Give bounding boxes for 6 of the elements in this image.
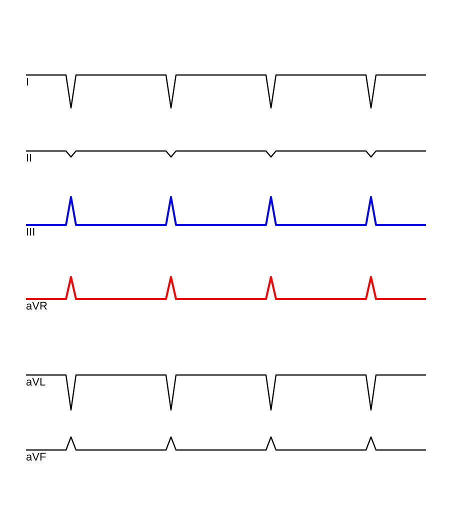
series-label: aVL xyxy=(26,376,46,389)
series-label: aVF xyxy=(26,452,46,464)
series-label: II xyxy=(26,152,32,165)
series-label: III xyxy=(26,226,36,239)
series-label: aVR xyxy=(26,300,48,313)
series-label: I xyxy=(26,76,30,89)
